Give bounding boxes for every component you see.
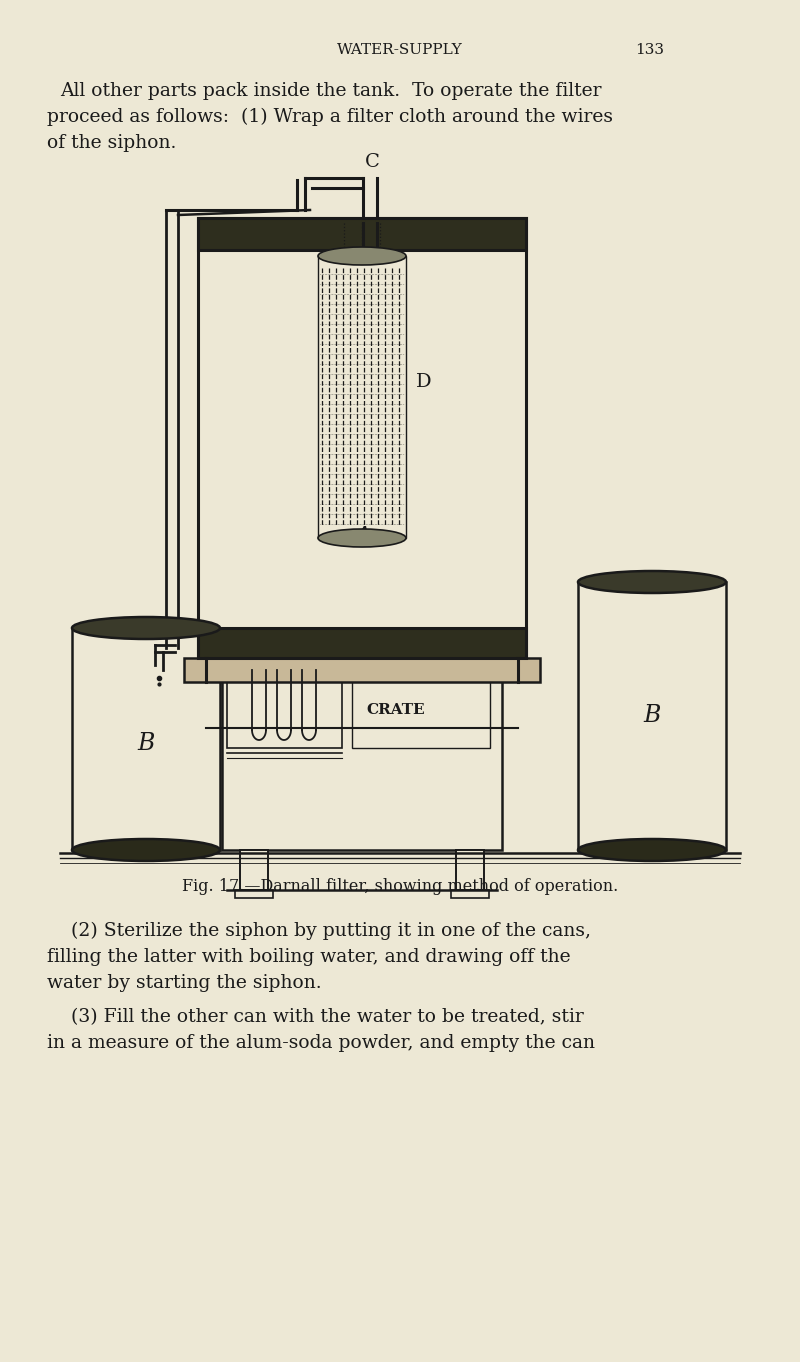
Bar [456,850,484,889]
Text: B: B [643,704,661,727]
Text: CRATE: CRATE [366,703,425,716]
Bar [578,582,726,850]
Text: Fig. 17.—Darnall filter, showing method of operation.: Fig. 17.—Darnall filter, showing method … [182,878,618,895]
Bar [184,658,540,682]
Text: 133: 133 [635,44,665,57]
Ellipse shape [318,247,406,266]
Text: D: D [416,373,432,391]
Text: (2) Sterilize the siphon by putting it in one of the cans,: (2) Sterilize the siphon by putting it i… [47,922,591,940]
Text: C: C [365,153,379,172]
Bar [451,889,489,898]
Ellipse shape [578,571,726,592]
Text: B: B [138,731,154,755]
Text: A: A [352,526,372,553]
Bar [198,218,526,251]
Bar [222,658,502,850]
Text: filling the latter with boiling water, and drawing off the: filling the latter with boiling water, a… [47,948,570,966]
Bar [240,850,268,889]
Ellipse shape [578,839,726,861]
Text: All other parts pack inside the tank.  To operate the filter: All other parts pack inside the tank. To… [60,82,602,99]
Text: water by starting the siphon.: water by starting the siphon. [47,974,322,992]
Ellipse shape [72,617,220,639]
Bar [198,628,526,658]
Bar [352,667,490,748]
Ellipse shape [72,839,220,861]
Ellipse shape [318,528,406,548]
Bar [72,628,220,850]
Text: WATER-SUPPLY: WATER-SUPPLY [337,44,463,57]
Text: proceed as follows:  (1) Wrap a filter cloth around the wires: proceed as follows: (1) Wrap a filter cl… [47,108,613,127]
Bar [235,889,273,898]
Bar [198,218,526,658]
Text: in a measure of the alum-soda powder, and empty the can: in a measure of the alum-soda powder, an… [47,1034,595,1051]
Text: (3) Fill the other can with the water to be treated, stir: (3) Fill the other can with the water to… [47,1008,584,1026]
Text: of the siphon.: of the siphon. [47,133,176,153]
Bar [227,663,342,748]
Bar [318,256,406,538]
